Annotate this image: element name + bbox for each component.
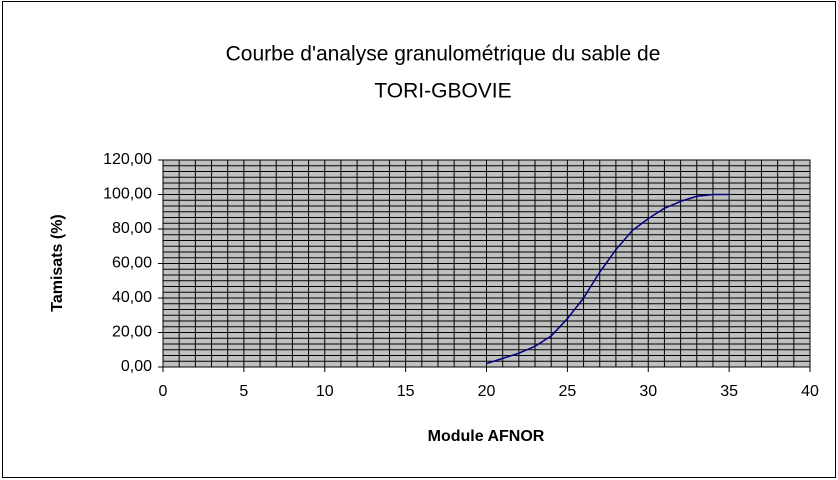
y-tick-label: 40,00 xyxy=(112,289,152,306)
x-tick-label: 20 xyxy=(478,383,496,400)
y-axis-label: Tamisats (%) xyxy=(49,214,66,312)
x-tick-label: 35 xyxy=(720,383,738,400)
y-tick-label: 0,00 xyxy=(121,358,152,375)
x-tick-label: 15 xyxy=(397,383,415,400)
x-axis-label: Module AFNOR xyxy=(428,428,545,445)
chart-title: TORI-GBOVIE xyxy=(374,80,511,103)
x-tick-label: 30 xyxy=(639,383,657,400)
x-tick-label: 5 xyxy=(239,383,248,400)
chart-title: Courbe d'analyse granulométrique du sabl… xyxy=(226,43,661,66)
y-tick-label: 20,00 xyxy=(112,324,152,341)
x-tick-label: 0 xyxy=(159,383,168,400)
x-tick-label: 40 xyxy=(801,383,819,400)
y-tick-label: 100,00 xyxy=(103,186,152,203)
y-tick-label: 120,00 xyxy=(103,151,152,168)
x-tick-label: 10 xyxy=(316,383,334,400)
y-tick-label: 80,00 xyxy=(112,220,152,237)
x-tick-label: 25 xyxy=(558,383,576,400)
data-line xyxy=(486,193,730,365)
y-tick-label: 60,00 xyxy=(112,255,152,272)
